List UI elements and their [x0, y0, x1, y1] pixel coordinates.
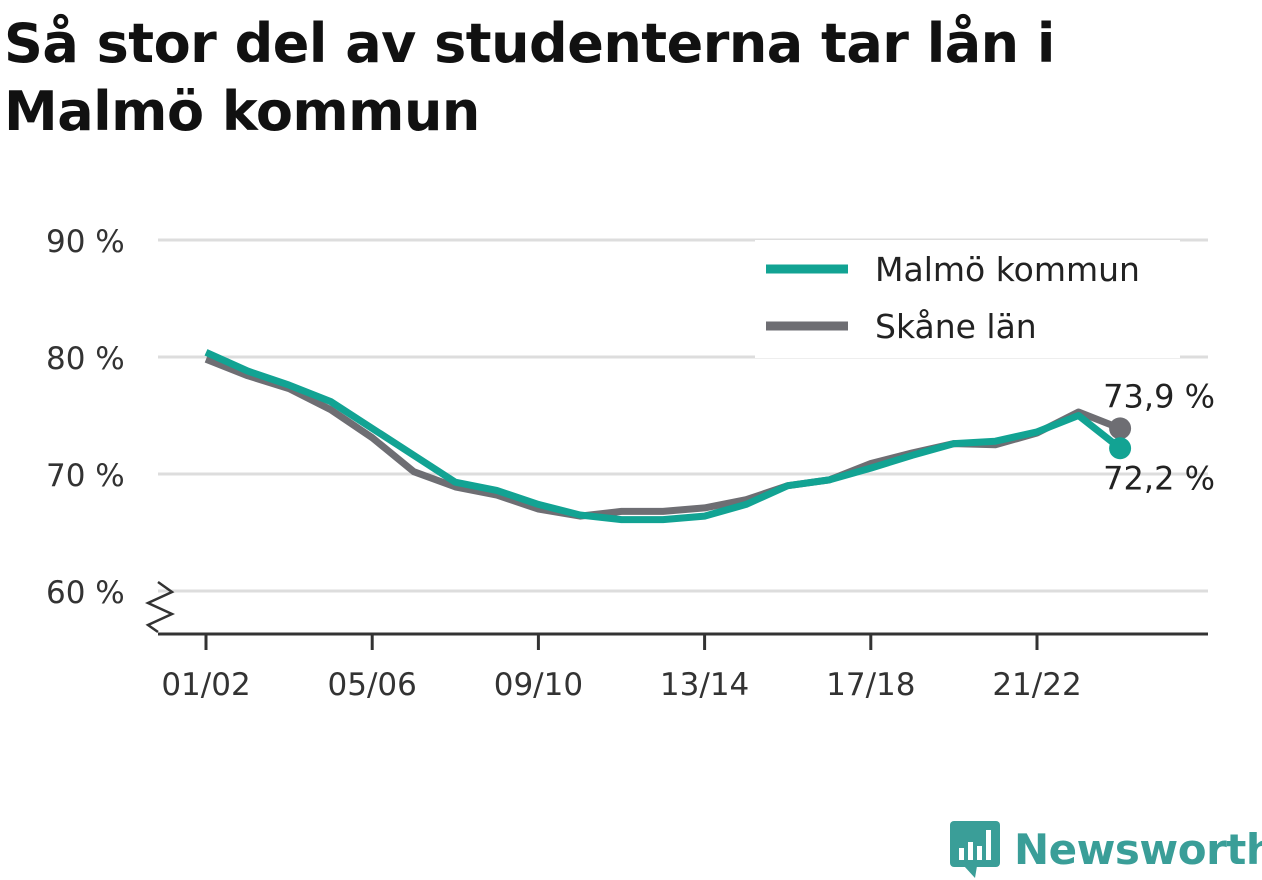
- end-labels: 73,9 % 72,2 %: [1103, 377, 1215, 497]
- legend-label: Malmö kommun: [875, 250, 1140, 289]
- brand: Newsworthy: [950, 818, 1262, 880]
- x-tick-label: 17/18: [826, 667, 915, 703]
- end-value-label: 72,2 %: [1103, 459, 1215, 497]
- legend-label: Skåne län: [875, 307, 1037, 346]
- y-tick-label: 60 %: [46, 575, 125, 611]
- x-tick-label: 05/06: [328, 667, 417, 703]
- line-chart: 60 % 70 % 80 % 90 % 01/02 05/06 09/10 13/14 17/…: [46, 224, 1215, 703]
- series-end-point: [1109, 417, 1132, 440]
- y-axis-ticks: 60 % 70 % 80 % 90 %: [46, 224, 125, 611]
- brand-name: Newsworthy: [1014, 824, 1262, 874]
- x-axis-ticks: 01/02 05/06 09/10 13/14 17/18 21/22: [161, 634, 1082, 703]
- x-tick-label: 09/10: [494, 667, 583, 703]
- y-tick-label: 70 %: [46, 458, 125, 494]
- x-tick-label: 13/14: [660, 667, 749, 703]
- chart-title: Så stor del av studenterna tar lån i Mal…: [4, 12, 1055, 143]
- series-line: [204, 349, 1123, 524]
- y-tick-label: 80 %: [46, 341, 125, 377]
- legend-background: [755, 240, 1180, 358]
- end-value-label: 73,9 %: [1103, 377, 1215, 415]
- x-tick-label: 21/22: [992, 667, 1081, 703]
- legend: Malmö kommun Skåne län: [755, 240, 1180, 358]
- y-tick-label: 90 %: [46, 224, 125, 260]
- x-axis: [144, 580, 1208, 636]
- series-lines: [204, 349, 1132, 524]
- x-tick-label: 01/02: [161, 667, 250, 703]
- newsworthy-logo-icon: [950, 821, 1000, 878]
- series-end-point: [1109, 437, 1132, 460]
- axis-break-zigzag: [144, 580, 176, 634]
- series-line: [204, 356, 1122, 520]
